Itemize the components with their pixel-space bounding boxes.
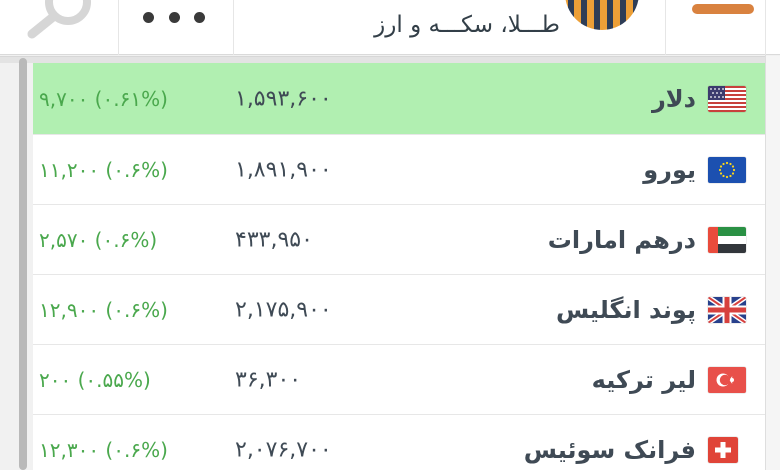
app-logo-coin-icon[interactable] xyxy=(565,0,639,30)
currency-name: پوند انگلیس xyxy=(555,295,696,324)
right-margin xyxy=(766,56,780,470)
price-value: ۲,۱۷۵,۹۰۰ xyxy=(235,297,332,322)
vertical-scrollbar[interactable] xyxy=(19,58,27,470)
price-value: ۱,۸۹۱,۹۰۰ xyxy=(235,157,332,182)
app-title: طـــلا، سکـــه و ارز xyxy=(374,12,560,38)
currency-list: ۹,۷۰۰ (۰.۶۱%) ۱,۵۹۳,۶۰۰ دلار xyxy=(33,63,765,470)
currency-name: لیر ترکیه xyxy=(591,365,696,394)
content-right-border xyxy=(765,55,766,470)
eu-flag-icon xyxy=(708,156,746,183)
change-value: ۲,۵۷۰ (۰.۶%) xyxy=(39,227,158,252)
price-value: ۳۶,۳۰۰ xyxy=(235,367,302,392)
dot-icon xyxy=(194,11,205,23)
currency-name: فرانک سوئیس xyxy=(523,435,696,464)
currency-row-usd[interactable]: ۹,۷۰۰ (۰.۶۱%) ۱,۵۹۳,۶۰۰ دلار xyxy=(33,63,765,135)
gb-flag-icon xyxy=(708,296,746,323)
orange-indicator-pill xyxy=(692,4,754,14)
ch-flag-icon xyxy=(708,436,746,463)
header-separator-band xyxy=(0,56,780,63)
change-value: ۱۲,۳۰۰ (۰.۶%) xyxy=(39,437,168,462)
price-value: ۴۳۳,۹۵۰ xyxy=(235,227,313,252)
currency-name: دلار xyxy=(651,84,696,113)
currency-name: درهم امارات xyxy=(547,225,696,254)
currency-row-chf[interactable]: ۱۲,۳۰۰ (۰.۶%) ۲,۰۷۶,۷۰۰ فرانک سوئیس xyxy=(33,415,765,470)
header-divider xyxy=(765,0,766,55)
currency-row-try[interactable]: ۲۰۰ (۰.۵۵%) ۳۶,۳۰۰ لیر ترکیه xyxy=(33,345,765,415)
currency-row-aed[interactable]: ۲,۵۷۰ (۰.۶%) ۴۳۳,۹۵۰ درهم امارات xyxy=(33,205,765,275)
header-divider xyxy=(118,0,119,55)
search-icon xyxy=(27,0,91,39)
change-value: ۹,۷۰۰ (۰.۶۱%) xyxy=(39,86,168,111)
search-button[interactable] xyxy=(10,0,100,48)
more-menu-button[interactable] xyxy=(143,0,205,34)
us-flag-icon xyxy=(708,85,746,112)
ae-flag-icon xyxy=(708,226,746,253)
currency-row-gbp[interactable]: ۱۲,۹۰۰ (۰.۶%) ۲,۱۷۵,۹۰۰ پوند انگلیس xyxy=(33,275,765,345)
currency-name: یورو xyxy=(643,155,696,184)
dot-icon xyxy=(143,11,154,23)
currency-row-eur[interactable]: ۱۱,۲۰۰ (۰.۶%) ۱,۸۹۱,۹۰۰ یورو xyxy=(33,135,765,205)
top-bar: طـــلا، سکـــه و ارز xyxy=(0,0,780,55)
change-value: ۲۰۰ (۰.۵۵%) xyxy=(39,367,151,392)
dot-icon xyxy=(168,11,180,23)
change-value: ۱۲,۹۰۰ (۰.۶%) xyxy=(39,297,168,322)
change-value: ۱۱,۲۰۰ (۰.۶%) xyxy=(39,157,168,182)
price-value: ۲,۰۷۶,۷۰۰ xyxy=(235,437,332,462)
tr-flag-icon xyxy=(708,366,746,393)
header-divider xyxy=(665,0,666,55)
price-value: ۱,۵۹۳,۶۰۰ xyxy=(235,86,332,111)
header-divider xyxy=(233,0,234,55)
